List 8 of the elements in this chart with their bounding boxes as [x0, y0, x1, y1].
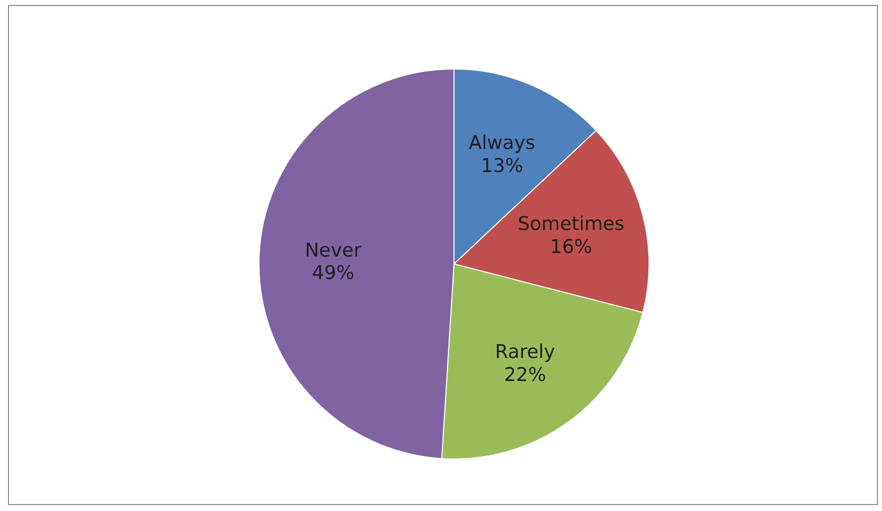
slice-label: Always	[468, 132, 536, 154]
slice-label: Sometimes	[518, 213, 624, 236]
data-label: 22%	[504, 364, 546, 386]
slice-label: Rarely	[495, 341, 556, 364]
data-label: 13%	[480, 155, 524, 178]
data-label: 49%	[312, 262, 354, 284]
slice-label: Never	[304, 239, 362, 262]
data-label: 16%	[550, 236, 592, 258]
